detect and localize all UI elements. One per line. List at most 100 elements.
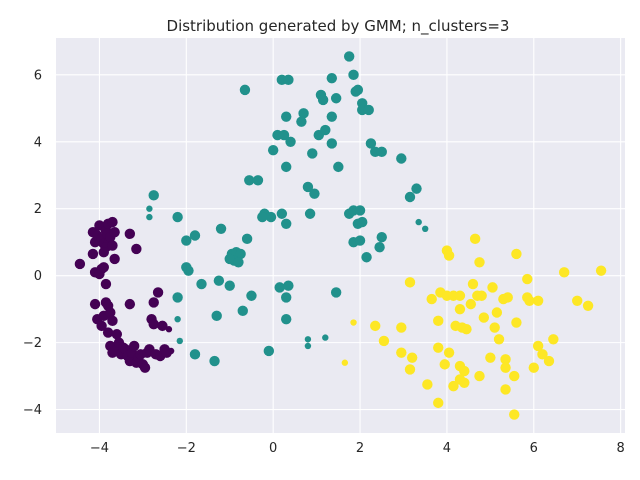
y-tick-label: −2 [23, 336, 42, 351]
scatter-point-cluster-1 [363, 104, 374, 116]
scatter-point-cluster-0 [107, 315, 118, 327]
scatter-point-cluster-2 [543, 355, 555, 367]
scatter-point-cluster-0 [131, 243, 142, 255]
scatter-point-cluster-0 [152, 287, 164, 298]
scatter-point-cluster-2 [522, 273, 533, 285]
scatter-point-cluster-0 [89, 298, 101, 310]
scatter-point-cluster-1 [396, 153, 407, 164]
scatter-point-cluster-2 [433, 315, 444, 327]
scatter-point-cluster-0 [124, 298, 136, 310]
scatter-point-cluster-2 [370, 320, 381, 332]
scatter-point-cluster-1 [320, 124, 331, 136]
x-tick-label: −2 [177, 441, 196, 456]
scatter-point-cluster-2 [511, 317, 522, 328]
scatter-point-cluster-1 [326, 111, 338, 122]
scatter-point-cluster-0 [128, 340, 140, 352]
scatter-point-cluster-2 [485, 352, 496, 363]
scatter-point-cluster-1 [241, 233, 253, 245]
scatter-point-cluster-2 [595, 265, 607, 276]
x-tick-label: 6 [530, 441, 538, 456]
y-tick-label: −4 [23, 403, 42, 418]
scatter-point-cluster-1 [189, 230, 201, 241]
scatter-point-cluster-2 [500, 354, 511, 365]
scatter-point-cluster-2 [454, 303, 466, 315]
scatter-point-cluster-1 [267, 144, 279, 156]
scatter-point-cluster-1 [257, 211, 268, 223]
scatter-point-cluster-1 [352, 84, 364, 96]
scatter-point-cluster-0 [165, 326, 173, 333]
scatter-point-cluster-1 [281, 292, 292, 303]
scatter-point-cluster-1 [283, 280, 294, 291]
scatter-point-cluster-2 [500, 384, 511, 395]
y-tick-label: 2 [34, 202, 42, 217]
scatter-point-cluster-1 [148, 190, 159, 201]
scatter-point-cluster-1 [211, 310, 222, 322]
scatter-point-cluster-2 [461, 324, 472, 335]
scatter-point-cluster-0 [100, 278, 112, 290]
scatter-point-cluster-1 [330, 93, 342, 104]
scatter-point-cluster-2 [404, 364, 416, 375]
scatter-point-cluster-2 [465, 298, 477, 310]
scatter-point-cluster-1 [239, 84, 251, 96]
chart-title: Distribution generated by GMM; n_cluster… [167, 17, 510, 36]
scatter-point-cluster-1 [146, 213, 153, 221]
scatter-point-cluster-2 [493, 334, 505, 345]
scatter-point-cluster-2 [558, 267, 570, 278]
scatter-point-cluster-1 [237, 305, 248, 317]
scatter-point-cluster-1 [354, 235, 366, 246]
scatter-point-cluster-0 [107, 216, 118, 228]
scatter-point-cluster-1 [281, 111, 292, 122]
scatter-point-cluster-2 [433, 397, 444, 409]
x-tick-label: 8 [617, 441, 625, 456]
scatter-point-cluster-1 [196, 278, 207, 290]
scatter-point-cluster-0 [74, 258, 86, 270]
scatter-point-cluster-2 [404, 277, 416, 288]
scatter-point-cluster-2 [378, 335, 390, 347]
scatter-point-cluster-2 [469, 233, 481, 245]
data-points [74, 51, 607, 420]
y-axis-ticks: −4 −2 0 2 4 6 [23, 68, 42, 418]
scatter-point-cluster-1 [376, 146, 387, 158]
scatter-point-cluster-1 [265, 211, 277, 223]
scatter-point-cluster-1 [183, 265, 194, 276]
scatter-point-cluster-2 [489, 322, 500, 333]
scatter-point-cluster-0 [96, 320, 107, 332]
scatter-point-cluster-2 [459, 377, 470, 388]
scatter-point-cluster-1 [309, 188, 320, 199]
scatter-point-cluster-2 [474, 370, 485, 382]
scatter-point-cluster-1 [317, 94, 329, 106]
scatter-point-cluster-2 [491, 307, 503, 318]
scatter-point-cluster-1 [252, 175, 264, 186]
scatter-point-cluster-0 [148, 297, 159, 308]
scatter-point-cluster-1 [404, 191, 416, 203]
scatter-point-cluster-2 [443, 347, 455, 358]
scatter-point-cluster-1 [276, 208, 288, 219]
scatter-point-cluster-1 [307, 148, 318, 159]
scatter-point-cluster-2 [439, 359, 450, 370]
scatter-point-cluster-1 [333, 161, 344, 173]
scatter-point-cluster-0 [87, 248, 99, 260]
scatter-point-cluster-0 [167, 347, 175, 355]
scatter-point-cluster-1 [172, 292, 183, 303]
scatter-point-cluster-1 [215, 223, 227, 235]
scatter-point-cluster-1 [281, 218, 292, 229]
scatter-point-cluster-0 [139, 362, 151, 373]
scatter-point-cluster-1 [304, 208, 316, 219]
scatter-point-cluster-2 [396, 322, 407, 333]
scatter-point-cluster-1 [304, 342, 312, 350]
scatter-point-cluster-2 [478, 312, 490, 323]
scatter-point-cluster-1 [172, 211, 183, 223]
scatter-point-cluster-2 [467, 278, 479, 290]
scatter-point-cluster-1 [415, 218, 422, 226]
scatter-point-cluster-2 [532, 340, 544, 352]
scatter-point-cluster-2 [511, 248, 522, 260]
scatter-point-cluster-2 [537, 349, 548, 360]
scatter-point-cluster-2 [500, 362, 511, 373]
scatter-point-cluster-1 [285, 136, 296, 147]
scatter-point-cluster-1 [361, 252, 372, 263]
scatter-point-cluster-1 [281, 161, 292, 173]
scatter-point-cluster-1 [213, 275, 225, 286]
scatter-point-cluster-0 [157, 320, 168, 332]
y-tick-label: 6 [34, 68, 42, 83]
scatter-point-cluster-2 [350, 319, 357, 326]
